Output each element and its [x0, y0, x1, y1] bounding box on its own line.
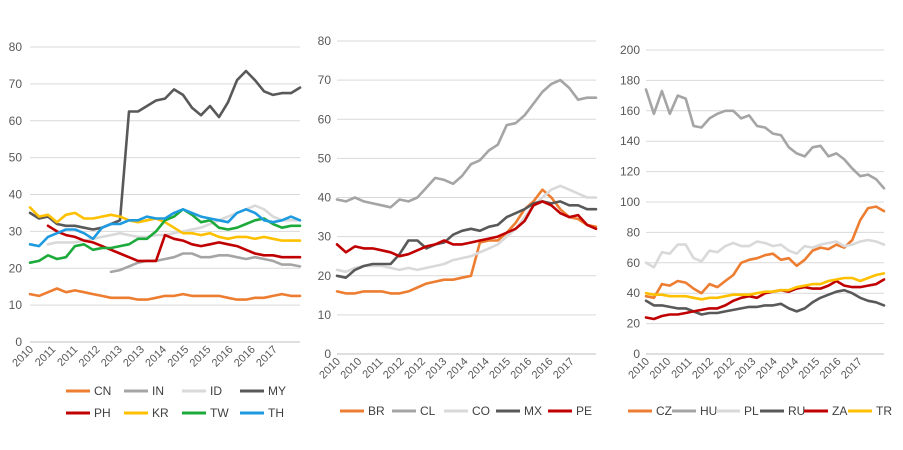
y-tick-label: 50	[318, 151, 332, 165]
legend-label-ru: RU	[788, 404, 805, 418]
series-line-za	[644, 278, 886, 321]
legend-label-tr: TR	[876, 404, 892, 418]
y-tick-label: 50	[9, 151, 23, 165]
legend-label-hu: HU	[700, 404, 717, 418]
legend-label-in: IN	[152, 384, 164, 398]
y-tick-label: 200	[620, 43, 640, 57]
series-line-tw	[28, 208, 302, 264]
legend-label-ph: PH	[94, 406, 111, 420]
y-tick-label: 80	[627, 225, 641, 239]
legend-label-th: TH	[268, 406, 284, 420]
y-tick-label: 20	[318, 269, 332, 283]
y-tick-label: 100	[620, 195, 640, 209]
y-tick-label: 120	[620, 165, 640, 179]
y-tick-label: 0	[633, 347, 640, 361]
legend-label-co: CO	[472, 404, 490, 418]
y-tick-label: 70	[318, 73, 332, 87]
y-tick-label: 10	[9, 298, 23, 312]
y-tick-label: 60	[9, 114, 23, 128]
y-tick-label: 40	[627, 286, 641, 300]
legend-label-tw: TW	[210, 406, 229, 420]
legend-label-my: MY	[268, 384, 286, 398]
legend-label-mx: MX	[524, 404, 542, 418]
y-tick-label: 0	[15, 335, 22, 349]
y-tick-label: 180	[620, 73, 640, 87]
series-line-cn	[28, 287, 302, 301]
series-line-cz	[644, 205, 886, 300]
legend-label-br: BR	[368, 404, 385, 418]
series-line-hu	[644, 88, 886, 190]
series-line-pl	[644, 238, 886, 269]
y-tick-label: 20	[627, 317, 641, 331]
series-line-ph	[46, 224, 302, 263]
series-line-id	[46, 204, 302, 246]
y-tick-label: 20	[9, 261, 23, 275]
series-line-tr	[644, 272, 886, 301]
legend-label-cl: CL	[420, 404, 436, 418]
legend-label-za: ZA	[832, 404, 847, 418]
series-line-co	[335, 184, 598, 274]
y-tick-label: 160	[620, 104, 640, 118]
series-line-th	[28, 208, 302, 248]
series-line-my	[28, 69, 302, 231]
series-line-mx	[335, 200, 598, 279]
y-tick-label: 80	[318, 34, 332, 48]
y-tick-label: 30	[318, 230, 332, 244]
y-tick-label: 40	[9, 188, 23, 202]
legend-label-cn: CN	[94, 384, 111, 398]
y-tick-label: 70	[9, 77, 23, 91]
y-tick-label: 10	[318, 308, 332, 322]
legend-label-kr: KR	[152, 406, 169, 420]
legend-label-cz: CZ	[656, 404, 672, 418]
series-line-cl	[335, 78, 598, 209]
y-tick-label: 140	[620, 134, 640, 148]
y-tick-label: 60	[627, 256, 641, 270]
y-tick-label: 60	[318, 112, 332, 126]
legend-label-pl: PL	[744, 404, 759, 418]
y-tick-label: 40	[318, 191, 332, 205]
y-tick-label: 30	[9, 224, 23, 238]
y-tick-label: 0	[324, 347, 331, 361]
series-line-ru	[644, 288, 886, 316]
y-tick-label: 80	[9, 40, 23, 54]
series-line-br	[335, 188, 598, 295]
legend-label-pe: PE	[576, 404, 592, 418]
legend-label-id: ID	[210, 384, 222, 398]
series-line-pe	[335, 200, 598, 258]
